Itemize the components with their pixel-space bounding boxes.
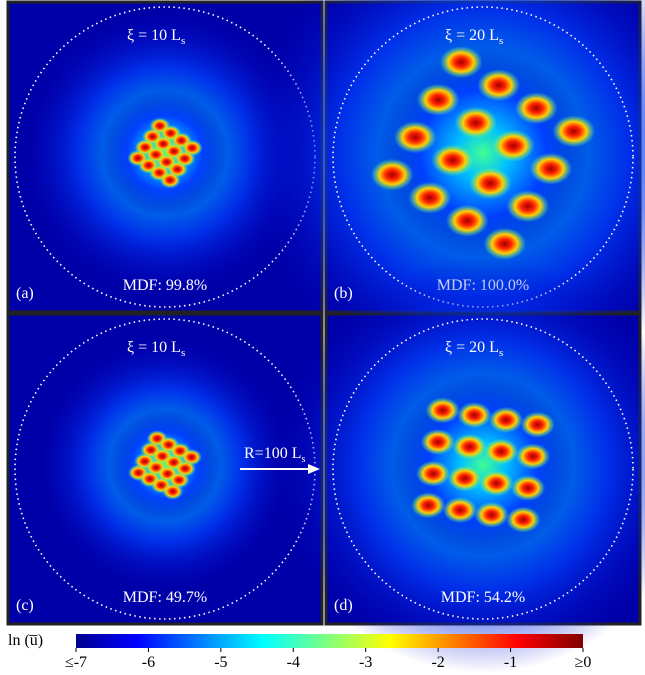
colorbar-tick-label: -4 [287, 654, 300, 671]
mdf-label: MDF: 54.2% [441, 589, 525, 606]
colorbar: ln (u̅) ≤-7 -6 -5 -4 -3 -2 -1 ≥0 [8, 632, 591, 671]
vortex [431, 144, 475, 177]
colorbar-tick-label: -2 [431, 654, 444, 671]
colorbar-tick-label: ≥0 [575, 654, 592, 671]
colorbar-bar [76, 634, 583, 648]
xi-label: ξ = 10 Ls [127, 27, 185, 47]
xi-label: ξ = 20 Ls [445, 27, 503, 47]
colorbar-tick-label: ≤-7 [65, 654, 87, 671]
vortex [488, 406, 524, 433]
vortex [468, 167, 512, 200]
xi-sub: s [499, 347, 503, 359]
vortex [506, 506, 541, 533]
field-core [392, 374, 574, 556]
vortex [370, 158, 414, 191]
colorbar-label: ln (u̅) [8, 632, 43, 649]
panel-tag: (a) [16, 285, 34, 302]
vortex [162, 483, 184, 500]
colorbar-tick-label: -5 [214, 654, 227, 671]
radius-text: R=100 L [244, 445, 301, 462]
vortex [439, 46, 483, 79]
vortex [393, 121, 437, 154]
vortex [552, 115, 596, 148]
xi-sub: s [499, 35, 503, 47]
mdf-label: MDF: 99.8% [123, 277, 207, 294]
vortex [416, 83, 460, 116]
vortex [529, 152, 573, 185]
vortex [479, 470, 514, 497]
xi-text: ξ = 20 L [445, 27, 499, 44]
vortex [425, 397, 460, 424]
vortex [520, 411, 555, 438]
panel-tag: (c) [16, 597, 34, 614]
vortex [491, 129, 535, 162]
vortex [510, 474, 546, 501]
vortex [411, 492, 446, 519]
vortex [454, 106, 498, 139]
vortex [420, 429, 456, 456]
vortex [457, 402, 492, 429]
vortex [483, 227, 527, 260]
vortex [447, 465, 482, 492]
mdf-label: MDF: 49.7% [123, 589, 207, 606]
vortex [514, 92, 558, 125]
vortex [415, 460, 451, 487]
xi-label: ξ = 10 Ls [127, 339, 185, 359]
xi-text: ξ = 20 L [445, 339, 499, 356]
xi-text: ξ = 10 L [127, 339, 181, 356]
vortex [515, 443, 551, 470]
xi-text: ξ = 10 L [127, 27, 181, 44]
vortex [408, 181, 452, 214]
panel-tag: (d) [334, 597, 353, 614]
radius-sub: s [301, 454, 305, 465]
vortex [477, 69, 521, 102]
vortex [442, 497, 478, 524]
colorbar-tick-label: -3 [359, 654, 372, 671]
colorbar-tick-label: -1 [504, 654, 517, 671]
colorbar-tick-label: -6 [142, 654, 155, 671]
xi-label: ξ = 20 Ls [445, 339, 503, 359]
xi-sub: s [181, 35, 185, 47]
radius-label: R=100 Ls [244, 445, 305, 465]
arrow-head [308, 464, 320, 474]
boundary [332, 318, 634, 620]
vortex [506, 190, 550, 223]
vortex [452, 433, 487, 460]
xi-sub: s [181, 347, 185, 359]
vortex [474, 501, 509, 528]
vortex [445, 204, 489, 237]
vortex [484, 438, 519, 465]
panel-tag: (b) [334, 285, 353, 302]
vortex [159, 171, 181, 189]
